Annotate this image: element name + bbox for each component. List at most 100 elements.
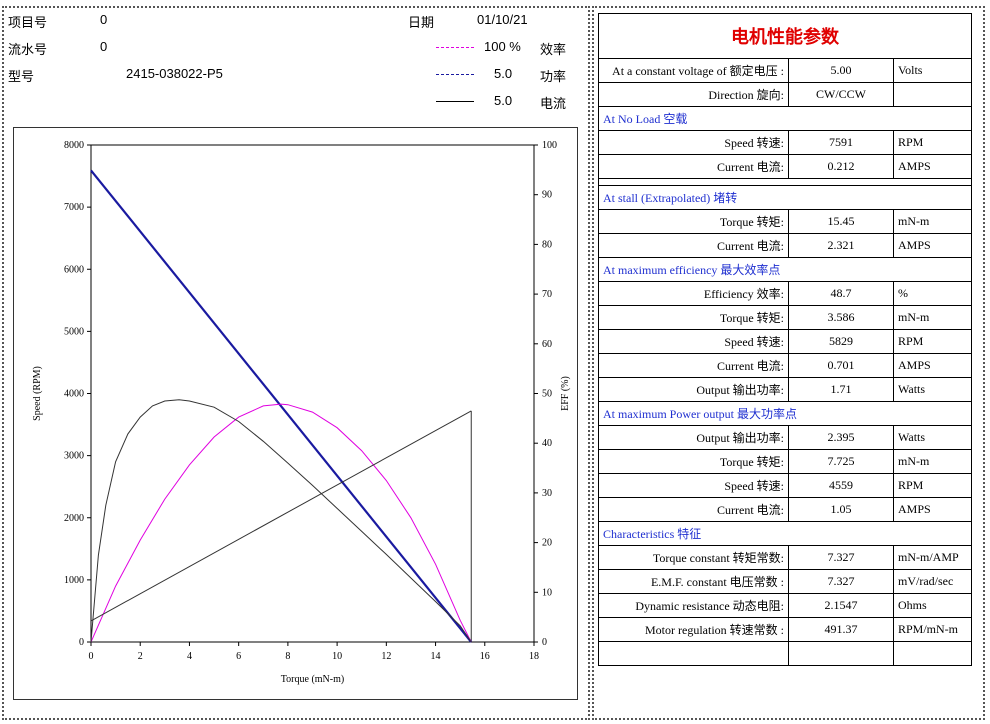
plot-area xyxy=(90,144,535,643)
speed-line xyxy=(90,169,473,643)
serial-label: 流水号 xyxy=(8,42,48,57)
date-label: 日期 xyxy=(408,15,435,30)
max-power-unit: RPM xyxy=(893,473,972,498)
table-title: 电机性能参数 xyxy=(598,13,972,59)
characteristics-value: 7.327 xyxy=(788,545,894,570)
max-power-unit: Watts xyxy=(893,425,972,450)
y2-axis-title: EFF (%) xyxy=(560,376,571,411)
max-efficiency-unit: AMPS xyxy=(893,353,972,378)
no-load-section-title: At No Load 空载 xyxy=(598,106,972,131)
stall-unit: mN-m xyxy=(893,209,972,234)
characteristics-row: Motor regulation 转速常数 :491.37 RPM/mN-m xyxy=(598,617,972,642)
x-tick-label: 2 xyxy=(138,651,143,662)
power-curve xyxy=(90,399,472,643)
voltage-value: 5.00 xyxy=(788,58,894,83)
current-legend-line xyxy=(436,101,474,102)
date-value: 01/10/21 xyxy=(477,12,528,27)
stall-row: Current 电流: 2.321 AMPS xyxy=(598,233,972,258)
y-tick-label: 0 xyxy=(79,637,84,648)
no-load-row: Current 电流: 0.212 AMPS xyxy=(598,154,972,179)
stall-section-row: At stall (Extrapolated) 堵转 xyxy=(598,185,972,210)
max-efficiency-value: 48.7 xyxy=(788,281,894,306)
max-efficiency-row: Speed 转速: 5829 RPM xyxy=(598,329,972,354)
stall-section-title: At stall (Extrapolated) 堵转 xyxy=(598,185,972,210)
serial-value: 0 xyxy=(100,39,108,54)
voltage-unit: Volts xyxy=(893,58,972,83)
y-tick-label: 1000 xyxy=(64,575,84,586)
voltage-label: At a constant voltage of 额定电压 : xyxy=(598,58,789,83)
max-power-unit: mN-m xyxy=(893,449,972,474)
characteristics-section-row: Characteristics 特征 xyxy=(598,521,972,546)
y-tick-label: 6000 xyxy=(64,264,84,275)
y2-tick-label: 30 xyxy=(542,488,552,499)
x-tick-label: 6 xyxy=(236,651,241,662)
characteristics-unit: mV/rad/sec xyxy=(893,569,972,594)
max-efficiency-section-row: At maximum efficiency 最大效率点 xyxy=(598,257,972,282)
characteristics-label: Motor regulation 转速常数 : xyxy=(598,617,789,642)
y2-tick-label: 0 xyxy=(542,637,547,648)
direction-value: CW/CCW xyxy=(788,82,894,107)
characteristics-row: Torque constant 转矩常数: 7.327 mN-m/AMP xyxy=(598,545,972,570)
no-load-section-row: At No Load 空载 xyxy=(598,106,972,131)
characteristics-unit: Ohms xyxy=(893,593,972,618)
no-load-unit: AMPS xyxy=(893,154,972,179)
power-legend-line xyxy=(436,74,474,75)
stall-label: Torque 转矩: xyxy=(598,209,789,234)
y-tick-label: 8000 xyxy=(64,140,84,151)
motor-parameter-table: 电机性能参数 At a constant voltage of 额定电压 : 5… xyxy=(598,13,972,666)
max-efficiency-unit: RPM xyxy=(893,329,972,354)
efficiency-legend-line xyxy=(436,47,474,48)
no-load-label: Current 电流: xyxy=(598,154,789,179)
no-load-row: Speed 转速: 7591 RPM xyxy=(598,130,972,155)
max-efficiency-unit: mN-m xyxy=(893,305,972,330)
empty-cell xyxy=(893,641,972,666)
max-power-value: 2.395 xyxy=(788,425,894,450)
max-efficiency-row: Current 电流: 0.701 AMPS xyxy=(598,353,972,378)
current-legend-value: 5.0 xyxy=(494,93,513,108)
table-title-row: 电机性能参数 xyxy=(598,13,972,59)
stall-unit: AMPS xyxy=(893,233,972,258)
no-load-label: Speed 转速: xyxy=(598,130,789,155)
y-tick-label: 5000 xyxy=(64,326,84,337)
voltage-row: At a constant voltage of 额定电压 : 5.00 Vol… xyxy=(598,58,972,83)
x-axis-title: Torque (mN-m) xyxy=(281,674,344,685)
y2-tick-label: 20 xyxy=(542,538,552,549)
max-efficiency-label: Output 输出功率: xyxy=(598,377,789,402)
max-power-label: Output 输出功率: xyxy=(598,425,789,450)
y2-tick-label: 40 xyxy=(542,438,552,449)
no-load-value: 0.212 xyxy=(788,154,894,179)
y-tick-label: 7000 xyxy=(64,202,84,213)
characteristics-unit: mN-m/AMP xyxy=(893,545,972,570)
max-power-row: Speed 转速: 4559 RPM xyxy=(598,473,972,498)
characteristics-unit: RPM/mN-m xyxy=(893,617,972,642)
max-power-label: Torque 转矩: xyxy=(598,449,789,474)
model-label: 型号 xyxy=(8,69,35,84)
project-value: 0 xyxy=(100,12,108,27)
max-power-unit: AMPS xyxy=(893,497,972,522)
characteristics-row: Dynamic resistance 动态电阻: 2.1547 Ohms xyxy=(598,593,972,618)
max-efficiency-value: 1.71 xyxy=(788,377,894,402)
parameter-panel xyxy=(592,6,985,720)
x-tick-label: 0 xyxy=(89,651,94,662)
chart-svg: 0 2 4 6 8 10 12 14 16 180100020003000400050006000… xyxy=(32,140,571,685)
max-efficiency-unit: % xyxy=(893,281,972,306)
empty-cell xyxy=(788,641,894,666)
max-efficiency-unit: Watts xyxy=(893,377,972,402)
y-tick-label: 4000 xyxy=(64,389,84,400)
current-legend-name: 电流 xyxy=(540,96,567,111)
characteristics-label: E.M.F. constant 电压常数 : xyxy=(598,569,789,594)
max-power-label: Speed 转速: xyxy=(598,473,789,498)
max-power-value: 4559 xyxy=(788,473,894,498)
x-tick-label: 12 xyxy=(381,651,391,662)
stall-label: Current 电流: xyxy=(598,233,789,258)
characteristics-value: 491.37 xyxy=(788,617,894,642)
max-efficiency-row: Torque 转矩: 3.586 mN-m xyxy=(598,305,972,330)
stall-value: 15.45 xyxy=(788,209,894,234)
max-efficiency-section-title: At maximum efficiency 最大效率点 xyxy=(598,257,972,282)
max-power-row: Torque 转矩: 7.725 mN-m xyxy=(598,449,972,474)
characteristics-section-title: Characteristics 特征 xyxy=(598,521,972,546)
motor-performance-chart: 0 2 4 6 8 10 12 14 16 18 0 1000 2000 3000 4000 5000 6000… xyxy=(13,127,578,700)
y2-tick-label: 90 xyxy=(542,190,552,201)
direction-label: Direction 旋向: xyxy=(598,82,789,107)
x-tick-label: 10 xyxy=(332,651,342,662)
